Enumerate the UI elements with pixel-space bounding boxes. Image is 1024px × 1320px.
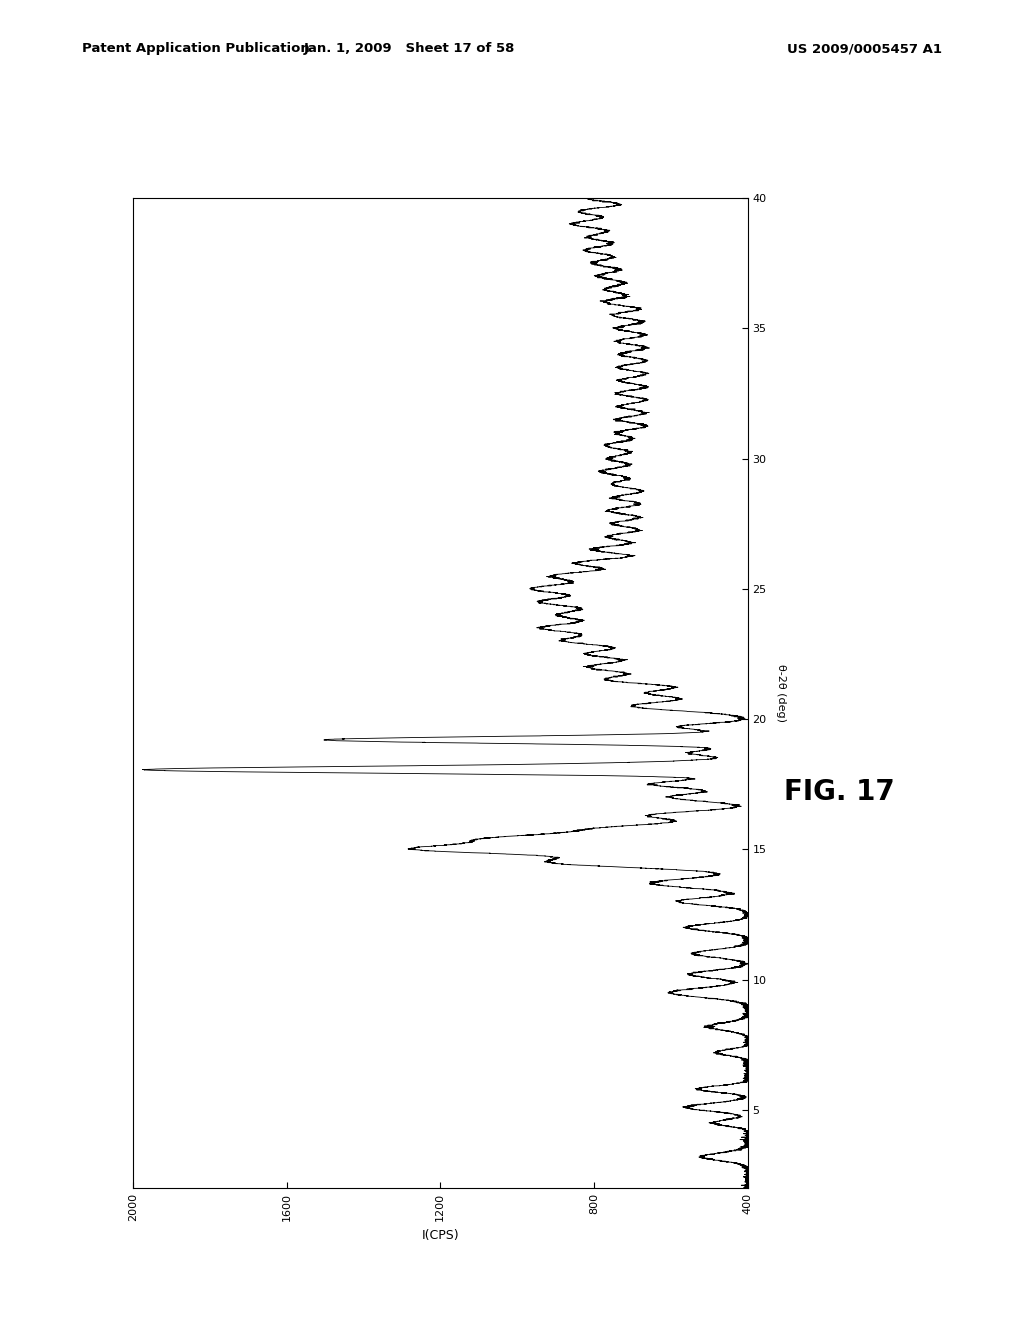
Text: FIG. 17: FIG. 17 (784, 777, 895, 807)
Y-axis label: θ-2θ (deg): θ-2θ (deg) (776, 664, 786, 722)
Text: Patent Application Publication: Patent Application Publication (82, 42, 309, 55)
Text: Jan. 1, 2009   Sheet 17 of 58: Jan. 1, 2009 Sheet 17 of 58 (304, 42, 515, 55)
Text: US 2009/0005457 A1: US 2009/0005457 A1 (787, 42, 942, 55)
X-axis label: I(CPS): I(CPS) (422, 1229, 459, 1242)
